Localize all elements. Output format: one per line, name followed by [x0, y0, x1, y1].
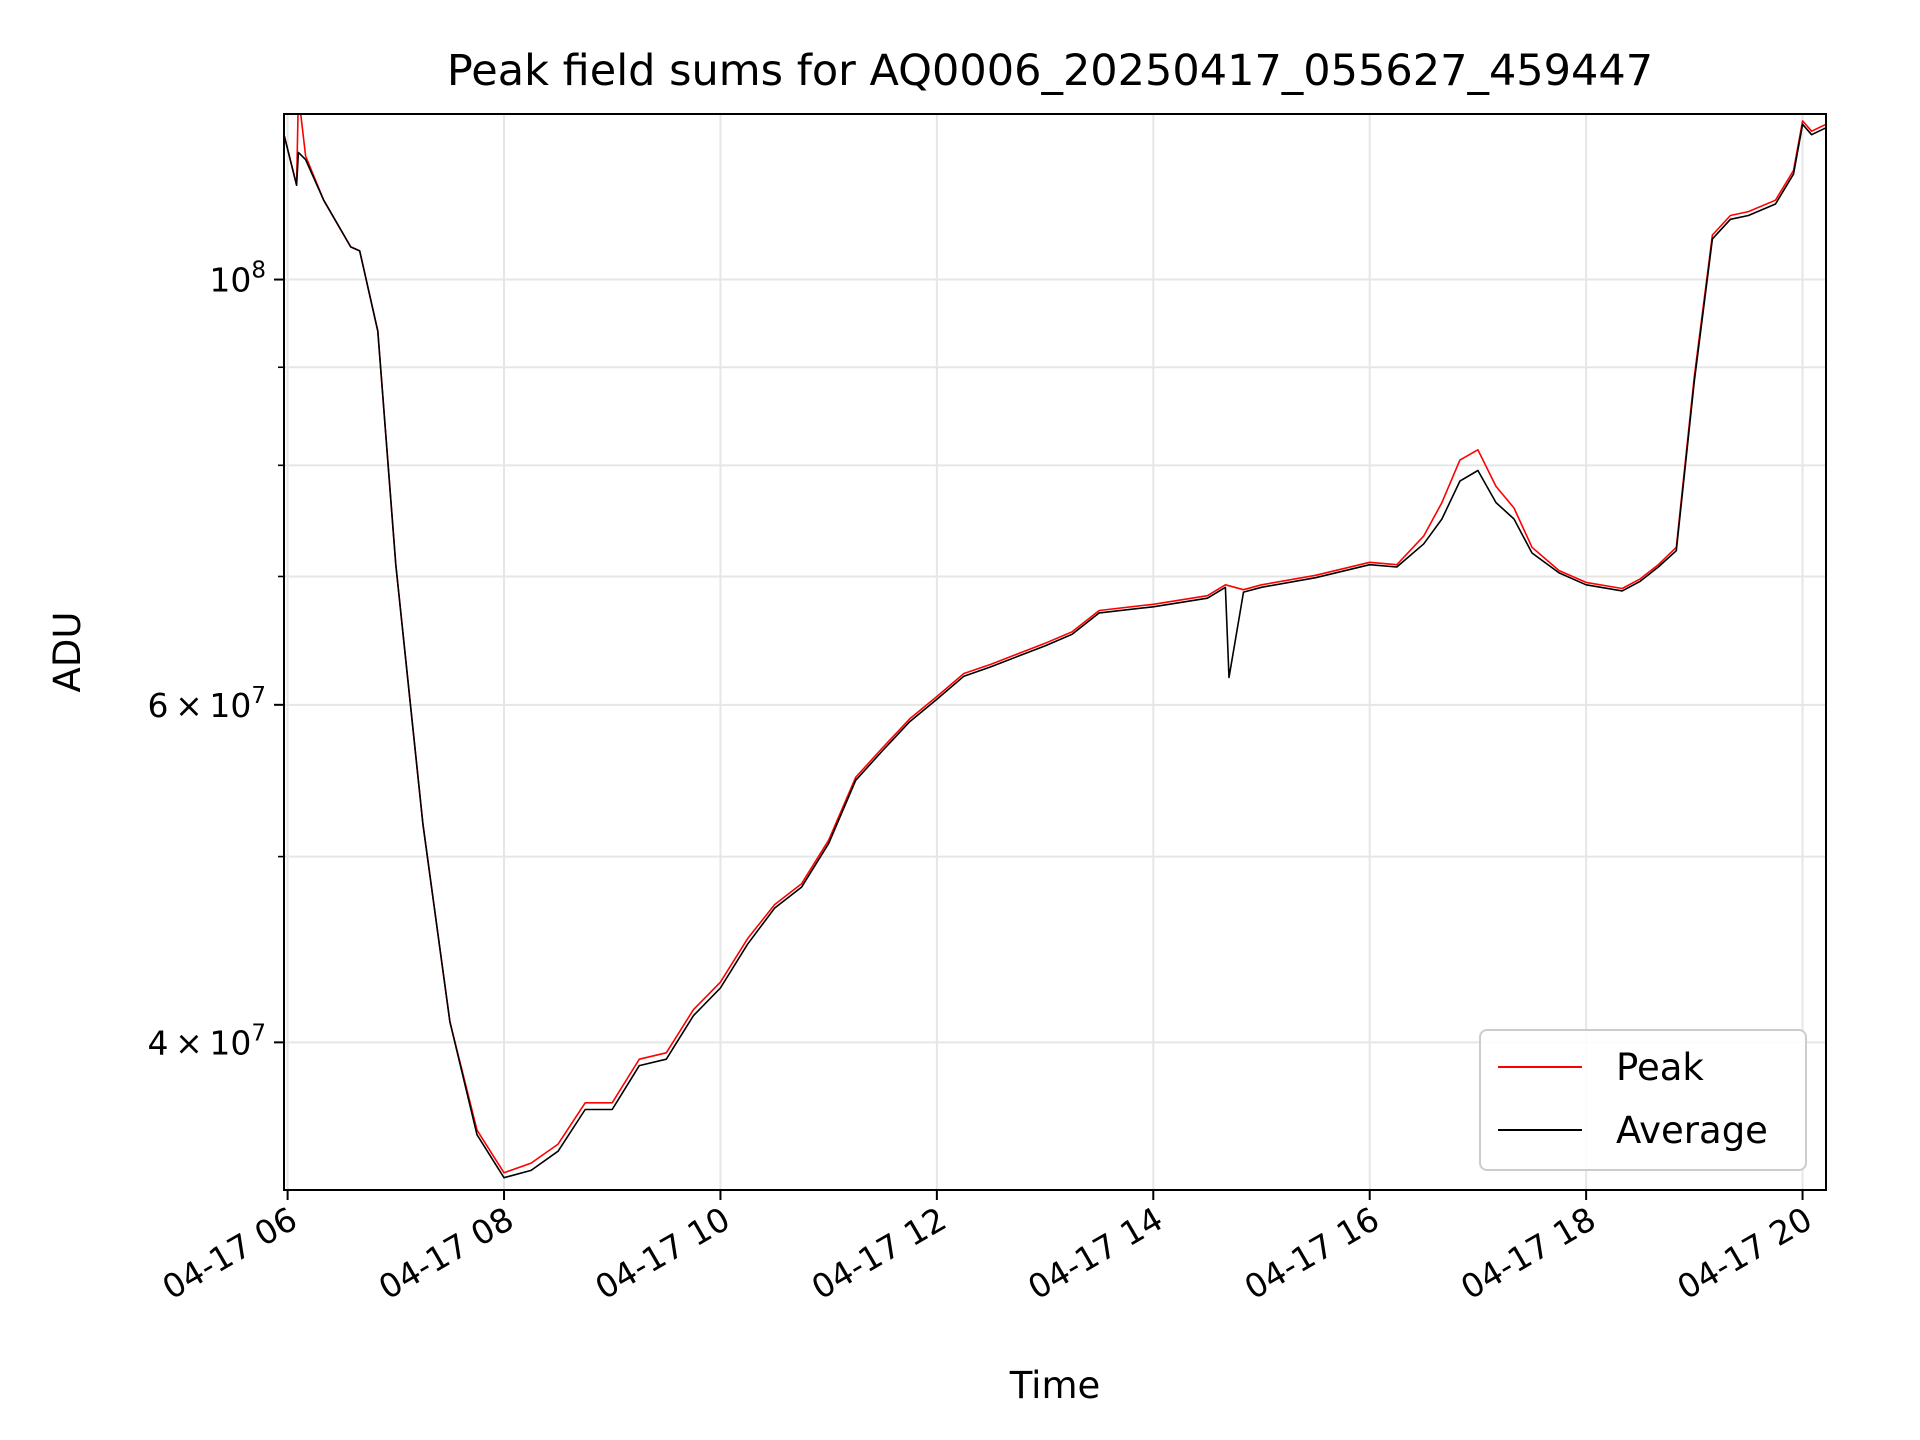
legend-label-average: Average	[1616, 1109, 1768, 1152]
legend-box	[1479, 1029, 1807, 1171]
legend-label-peak: Peak	[1616, 1046, 1704, 1089]
grid-lines	[284, 114, 1826, 1190]
legend: Peak Average	[1479, 1029, 1807, 1171]
x-axis-label: Time	[1009, 1364, 1101, 1407]
plot-frame	[283, 113, 1827, 1191]
chart-title: Peak field sums for AQ0006_20250417_0556…	[447, 46, 1653, 96]
y-tick-label-0: 4 × 107	[148, 1020, 266, 1062]
series-line-average	[284, 123, 1826, 1179]
y-tick-label-1: 6 × 107	[148, 683, 266, 725]
y-axis-label: ADU	[46, 612, 89, 693]
series-layer	[284, 114, 1826, 1179]
